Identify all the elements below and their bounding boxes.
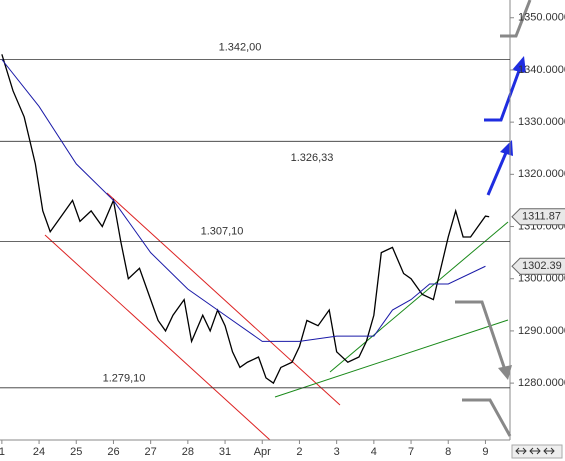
x-tick-label: 3 [334,446,340,458]
level-label: 1.342,00 [219,41,262,53]
x-tick-label: 4 [371,446,377,458]
y-tick-label: 1330.0000 [518,116,565,128]
x-tick-label: 7 [408,446,414,458]
arrow [486,147,510,196]
trend-line [274,319,509,398]
x-tick-label: 28 [182,446,194,458]
x-tick-label: 24 [33,446,45,458]
channel-line [106,192,341,406]
arrow [484,67,522,122]
arrow-head [512,56,526,73]
x-tick-label: 26 [107,446,119,458]
price-tag [511,257,565,275]
arrow-head [498,365,512,380]
x-tick-label: 8 [445,446,451,458]
level-label: 1.307,10 [201,226,244,238]
trend-line [329,221,509,373]
x-tick-label: 1 [0,446,5,458]
x-tick-label: Apr [254,446,271,458]
y-tick-label: 1320.0000 [518,168,565,180]
gray-path [455,300,507,371]
x-tick-label: 2 [296,446,302,458]
scroll-controls[interactable] [511,444,563,459]
gray-path [500,0,532,38]
price-line [1,59,486,342]
price-tag [511,208,565,226]
x-tick-label: 9 [482,446,488,458]
level-label: 1.279,10 [103,373,146,385]
x-tick-label: 27 [145,446,157,458]
x-tick-label: 31 [219,446,231,458]
y-tick-label: 1300.0000 [518,273,565,285]
gray-path [462,398,512,437]
x-tick-label: 25 [70,446,82,458]
price-tag-label: 1302.39 [522,260,562,272]
scroll-icons [515,447,555,455]
annotations [44,0,532,441]
y-tick-label: 1280.0000 [518,377,565,389]
channel-line [44,234,271,441]
y-tick-label: 1340.0000 [518,64,565,76]
level-label: 1.326,33 [291,152,334,164]
y-tick-label: 1350.0000 [518,12,565,24]
price-tag-label: 1311.87 [522,211,561,223]
y-tick-label: 1290.0000 [518,325,565,337]
